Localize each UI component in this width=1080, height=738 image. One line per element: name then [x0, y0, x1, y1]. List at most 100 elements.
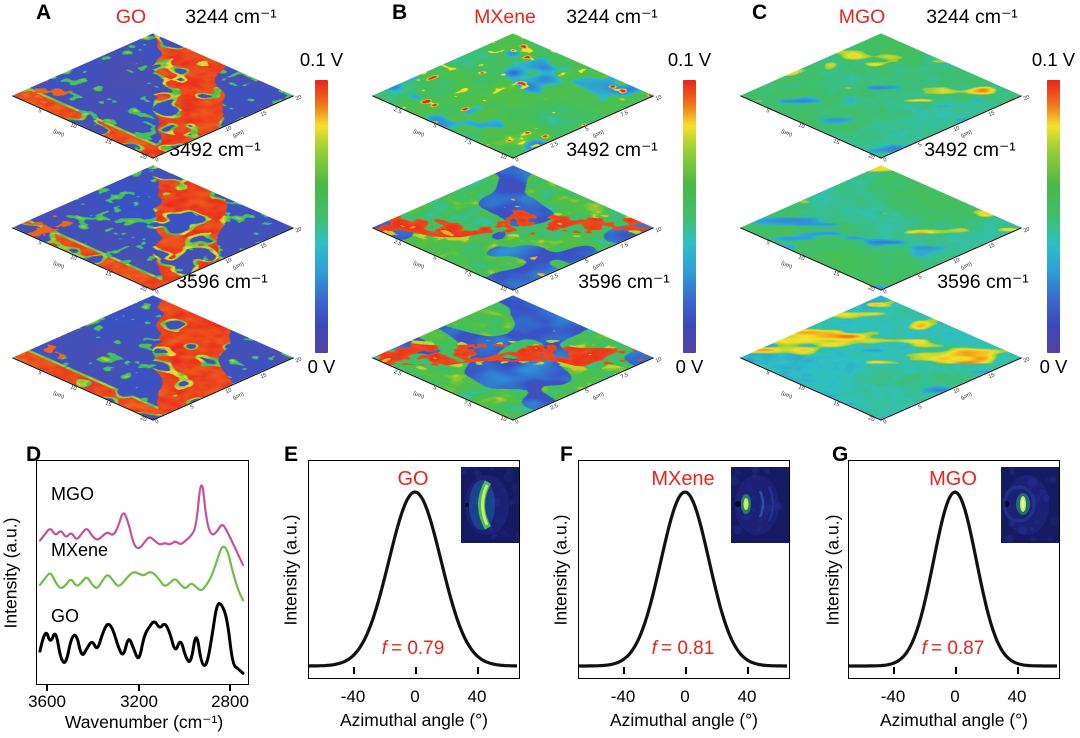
g-gaussian-chart [849, 490, 1057, 668]
wavenumber-label-b2: 3492 cm⁻¹ [566, 139, 658, 161]
surface-axis-tick: 10 [69, 384, 78, 393]
f-number: = 0.87 [930, 638, 985, 659]
inset-bright-spot [743, 498, 749, 510]
surface-axis-tick: 10 [797, 254, 806, 263]
surface-axis-tick: 2.5 [392, 368, 403, 378]
f-x-tick-40: 40 [737, 687, 757, 706]
surface-map-canvas [739, 165, 1023, 291]
inset-noise-speckle [469, 504, 474, 510]
surface-axis-tick: 0 [514, 156, 520, 164]
surface-axis-tick: 10 [797, 384, 806, 393]
inset-noise-speckle [506, 467, 513, 475]
surface-axis-tick: 5 [189, 141, 195, 149]
surface-axis-tick: 5 [189, 273, 195, 281]
surface-axis-tick: (μm) [231, 261, 245, 272]
surface-axis-tick: (μm) [959, 261, 973, 272]
wavenumber-label-a1: 3244 cm⁻¹ [185, 6, 277, 28]
panel-letter-d: D [26, 443, 42, 466]
surface-axis-tick: 7.5 [619, 371, 630, 381]
inset-noise-speckle [731, 536, 733, 540]
inset-noise-speckle [490, 533, 497, 540]
surface-plot-3d: 2.5 5 7.5 10 0 2.5 5 7.5 10 (μm) (μm) [371, 295, 663, 426]
e-x-tick-neg40: -40 [340, 687, 366, 706]
g-x-tickmark [1017, 667, 1019, 674]
inset-halo [735, 475, 779, 535]
colorbar-a: 0.1 V 0 V [300, 0, 343, 400]
inset-noise-speckle [785, 469, 789, 474]
gaussian-curve-mxene [579, 490, 787, 668]
inset-noise-speckle [1038, 488, 1046, 496]
f-x-tickmark [623, 667, 625, 674]
d-x-tick-3600: 3600 [28, 692, 66, 711]
inset-noise-speckle [490, 467, 494, 471]
colorbar-gradient [683, 80, 696, 353]
surface-axis-tick: 0 [154, 418, 160, 426]
inset-noise-speckle [509, 500, 514, 505]
surface-axis-tick: 20 [867, 153, 876, 162]
e-x-tick-0: 0 [410, 687, 420, 706]
d-x-tick-2800: 2800 [211, 692, 249, 711]
inset-noise-speckle [735, 470, 742, 476]
surface-axis-tick: 5 [584, 257, 590, 265]
inset-noise-speckle [734, 474, 737, 477]
inset-noise-speckle [1034, 519, 1040, 525]
inset-beamstop-dot [465, 503, 469, 507]
inset-noise-speckle [1029, 535, 1036, 543]
surface-axis-tick: 10 [654, 356, 663, 365]
inset-noise-speckle [1018, 525, 1028, 535]
f-title: MXene [651, 468, 715, 490]
g-x-tick-neg40: -40 [880, 687, 906, 706]
inset-beamstop-dot [735, 501, 741, 507]
colorbar-bottom-label: 0 V [675, 356, 704, 377]
wavenumber-label-b3: 3596 cm⁻¹ [578, 271, 670, 293]
surface-axis-tick: 10 [654, 226, 663, 235]
d-x-tickmark [46, 685, 48, 691]
panel-letter-c: C [752, 1, 768, 24]
g-title: MGO [929, 468, 977, 490]
surface-axis-tick: 15 [259, 371, 268, 380]
surface-axis-tick: 5 [765, 107, 771, 115]
inset-noise-speckle [1005, 535, 1014, 543]
e-x-axis-label: Azimuthal angle (°) [339, 710, 489, 730]
surface-axis-tick: 10 [499, 153, 508, 162]
g-x-tick-0: 0 [950, 687, 960, 706]
surface-plot-3d: 5 10 15 20 0 5 10 15 20 (μm) (μm) [11, 33, 303, 164]
surface-axis-tick: 20 [139, 153, 148, 162]
surface-axis-tick: 2.5 [549, 272, 560, 282]
surface-axis-tick: 0 [514, 418, 520, 426]
surface-axis-tick: (μm) [412, 390, 426, 401]
f-x-tickmark [685, 667, 687, 674]
surface-map-canvas [11, 295, 295, 421]
f-diffraction-inset [731, 467, 789, 543]
gaussian-curve-mgo [849, 490, 1057, 668]
g-y-axis-label: Intensity (a.u.) [822, 514, 843, 626]
inset-noise-speckle [495, 534, 498, 537]
inset-noise-speckle [1043, 494, 1050, 502]
colorbar-c: 0.1 V 0 V [1032, 0, 1075, 400]
f-f-value: f = 0.81 [652, 639, 715, 658]
e-plot-area: GO f = 0.79 [308, 460, 520, 679]
inset-noise-speckle [772, 502, 783, 512]
d-x-tickmark [229, 685, 231, 691]
inset-noise-speckle [750, 467, 759, 473]
surface-axis-tick: 15 [104, 269, 113, 278]
surface-axis-tick: 5 [37, 239, 43, 247]
inset-noise-speckle [511, 484, 519, 492]
surface-axis-tick: (μm) [780, 390, 794, 401]
surface-axis-tick: 0 [154, 156, 160, 164]
surface-plot-3d: 5 10 15 20 0 5 10 15 20 (μm) (μm) [11, 295, 303, 426]
surface-axis-tick: 20 [139, 285, 148, 294]
surface-axis-tick: 2.5 [549, 402, 560, 412]
wavenumber-label-a2: 3492 cm⁻¹ [169, 139, 261, 161]
wavenumber-label-b1: 3244 cm⁻¹ [566, 6, 658, 28]
colorbar-top-label: 0.1 V [1031, 49, 1076, 70]
surface-plot-3d: 2.5 5 7.5 10 0 2.5 5 7.5 10 (μm) (μm) [371, 33, 663, 164]
surface-axis-tick: 0 [882, 418, 888, 426]
inset-noise-speckle [1049, 476, 1056, 483]
surface-plot-3d: 2.5 5 7.5 10 0 2.5 5 7.5 10 (μm) (μm) [371, 165, 663, 296]
surface-axis-tick: (μm) [412, 260, 426, 271]
f-number: = 0.79 [390, 638, 445, 659]
colorbar-gradient [315, 80, 328, 353]
surface-axis-tick: (μm) [780, 128, 794, 139]
inset-noise-speckle [745, 483, 752, 491]
